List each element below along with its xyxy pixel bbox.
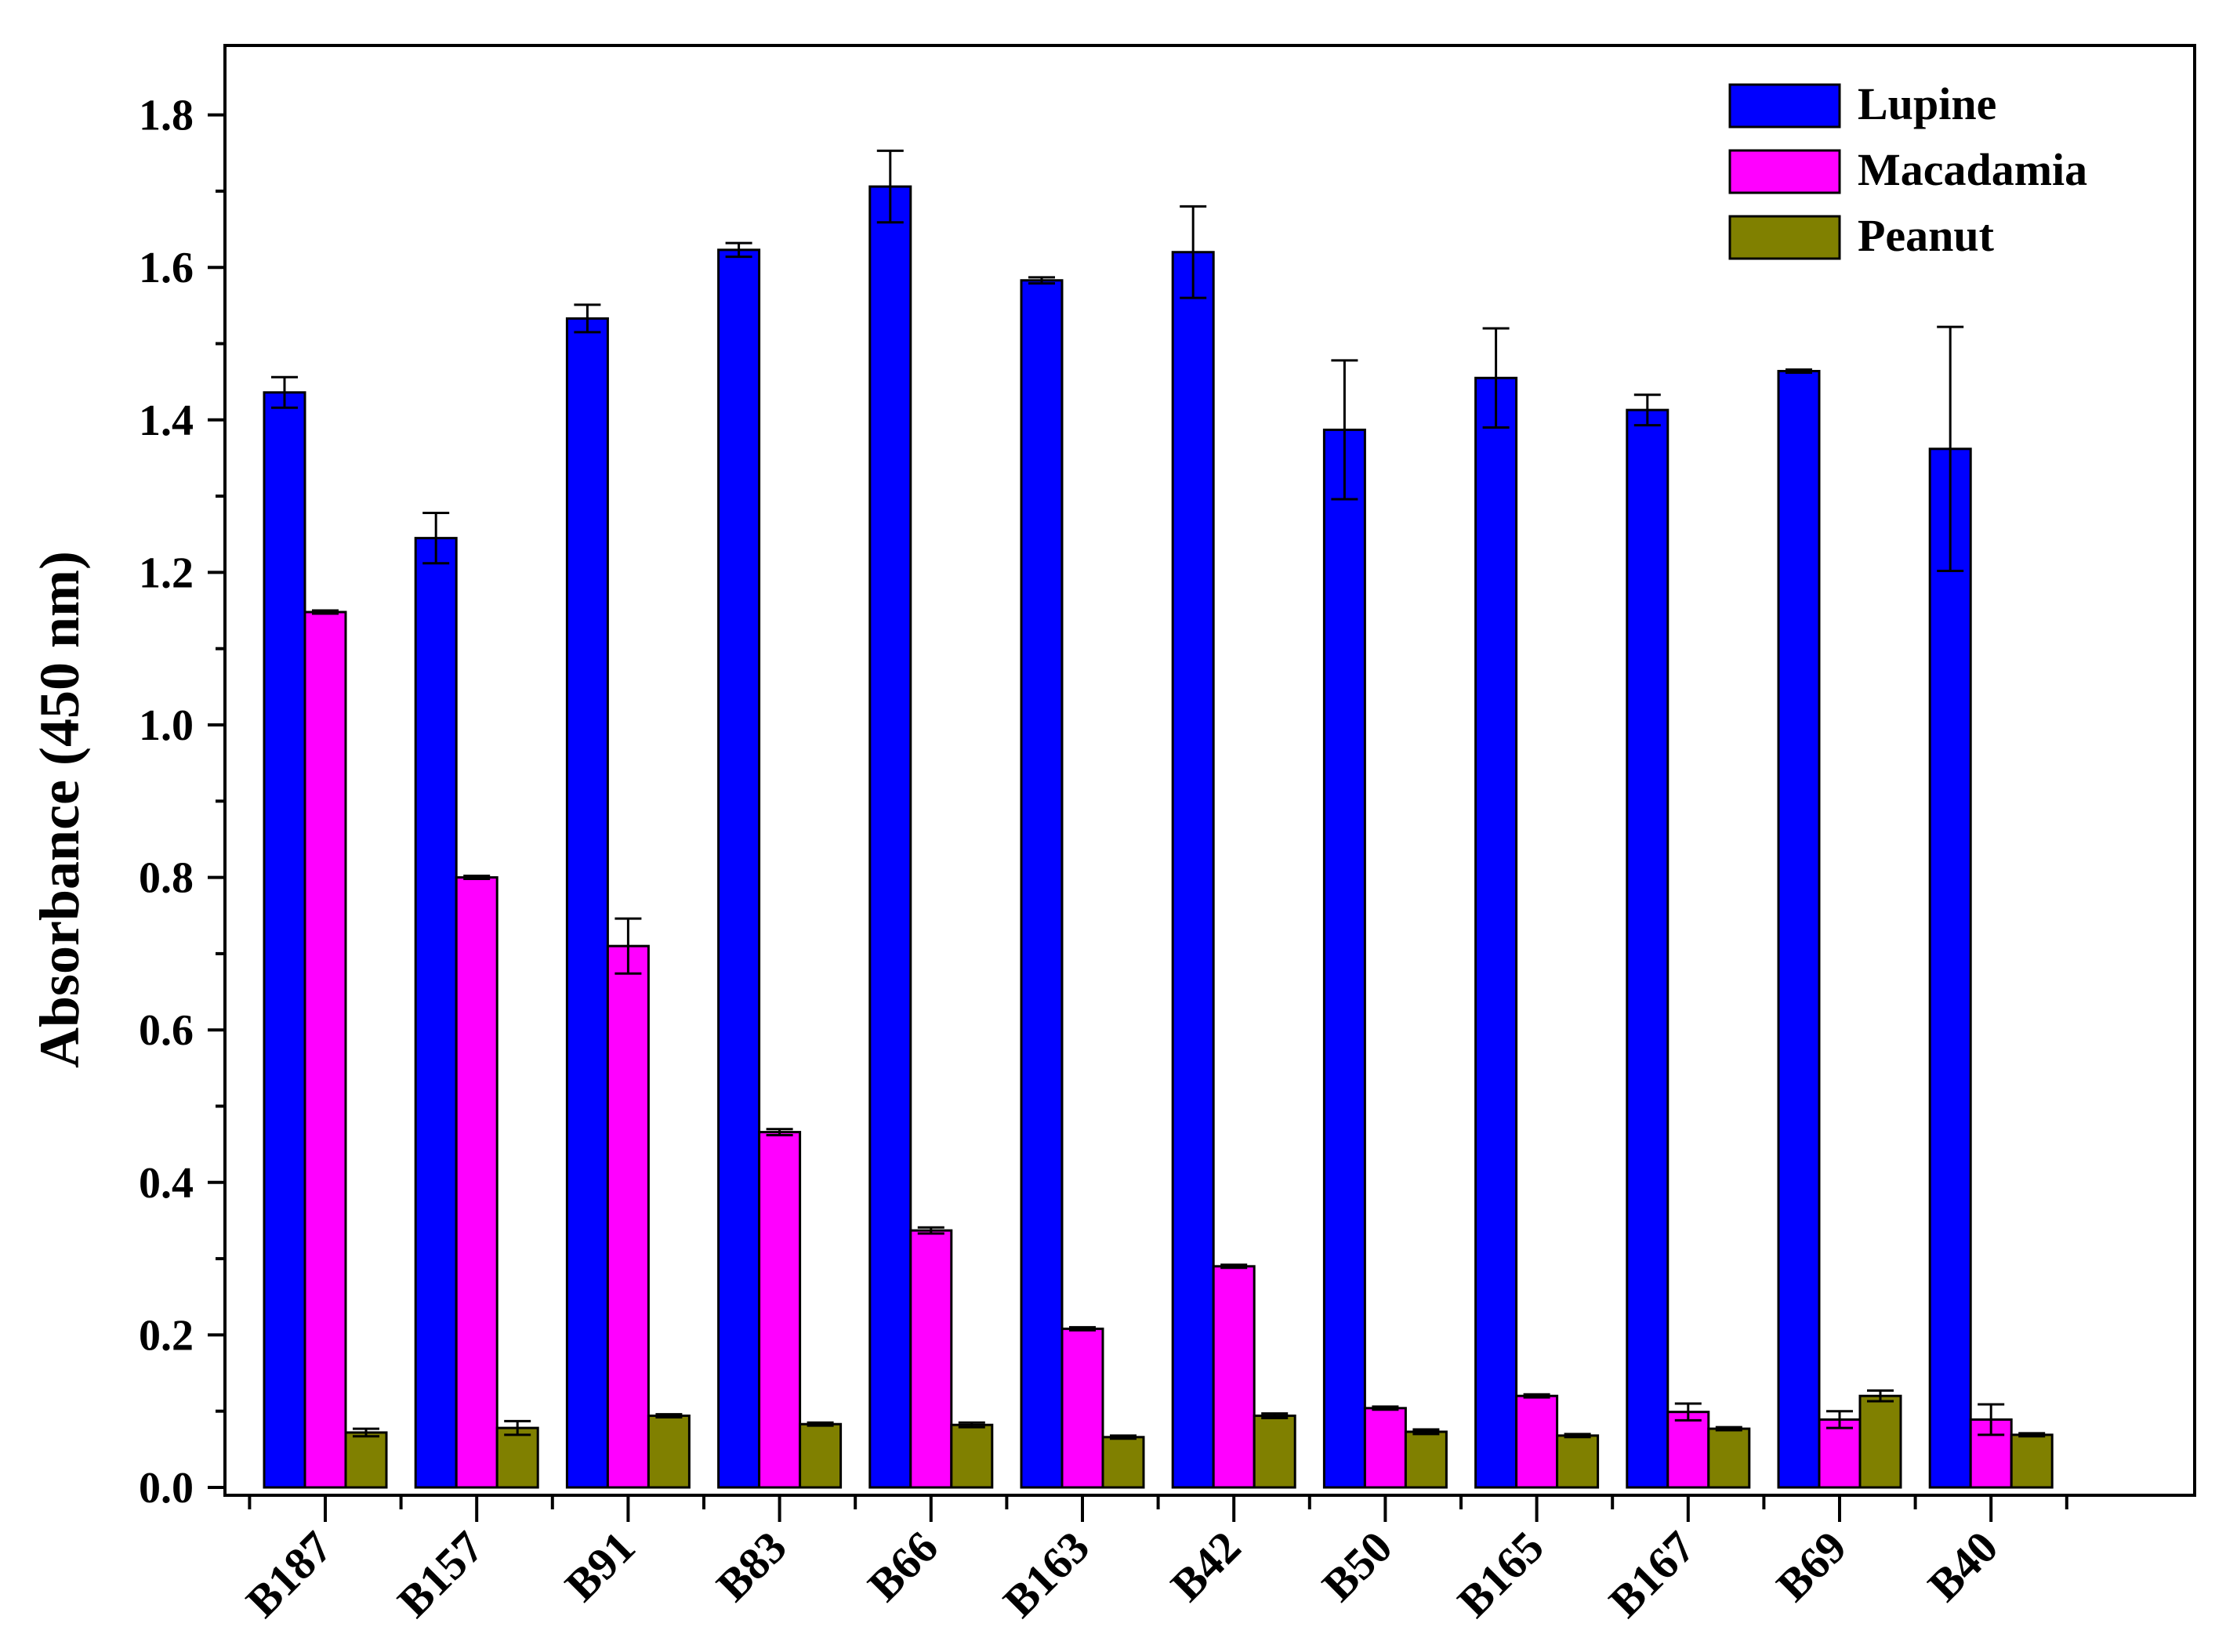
bar-macadamia-b167	[1666, 1411, 1710, 1489]
bar-macadamia-b157	[455, 876, 498, 1489]
legend-swatch-macadamia	[1728, 149, 1841, 194]
bar-lupine-b157	[414, 537, 458, 1489]
bar-lupine-b50	[1322, 428, 1366, 1489]
x-tick-label: B40	[1918, 1521, 2007, 1610]
bar-lupine-b165	[1474, 376, 1518, 1489]
plot-frame	[223, 44, 2196, 1497]
bar-lupine-b163	[1020, 279, 1064, 1489]
bars-layer	[263, 185, 2054, 1489]
x-tick-label: B42	[1161, 1521, 1250, 1610]
bar-peanut-b69	[1858, 1394, 1902, 1489]
bar-lupine-b69	[1777, 370, 1821, 1489]
bar-macadamia-b50	[1363, 1407, 1407, 1489]
x-tick-label: B157	[388, 1521, 494, 1627]
bar-macadamia-b91	[606, 944, 650, 1489]
bar-peanut-b83	[799, 1422, 843, 1489]
bar-lupine-b42	[1171, 251, 1215, 1489]
legend-label-lupine: Lupine	[1858, 78, 1996, 129]
bar-peanut-b165	[1556, 1434, 1600, 1489]
bar-macadamia-b187	[303, 610, 347, 1489]
x-tick-label: B165	[1448, 1521, 1553, 1627]
bar-lupine-b167	[1626, 408, 1670, 1489]
bar-lupine-b40	[1928, 447, 1972, 1489]
bar-macadamia-b69	[1818, 1418, 1862, 1489]
x-tick-label: B187	[236, 1521, 342, 1627]
bar-macadamia-b66	[909, 1229, 953, 1489]
y-tick-label: 1.4	[139, 397, 194, 445]
error-bars-layer	[271, 149, 2046, 1440]
bar-macadamia-b83	[758, 1131, 802, 1489]
legend-label-macadamia: Macadamia	[1858, 144, 2087, 195]
y-tick-label: 0.8	[139, 854, 194, 903]
bar-peanut-b163	[1101, 1436, 1145, 1489]
x-tick-label: B50	[1312, 1521, 1401, 1610]
bar-peanut-b187	[344, 1431, 388, 1489]
y-tick-label: 1.2	[139, 549, 194, 597]
bar-peanut-b91	[647, 1415, 691, 1489]
bar-lupine-b66	[868, 185, 912, 1489]
bar-macadamia-b163	[1060, 1328, 1104, 1489]
x-tick-label: B167	[1599, 1521, 1705, 1627]
plot-border	[223, 44, 2196, 1497]
y-tick-label: 0.0	[139, 1464, 194, 1513]
y-tick-label: 1.0	[139, 701, 194, 750]
x-tick-label: B163	[993, 1521, 1099, 1627]
bar-lupine-b187	[263, 391, 306, 1489]
x-tick-label: B91	[555, 1521, 644, 1610]
legend: Lupine Macadamia Peanut	[1728, 78, 2087, 261]
bar-peanut-b66	[950, 1423, 994, 1489]
x-tick-label: B69	[1767, 1521, 1856, 1610]
bar-macadamia-b165	[1515, 1394, 1559, 1489]
x-tick-label: B83	[706, 1521, 796, 1610]
y-tick-label: 0.4	[139, 1159, 194, 1208]
legend-label-peanut: Peanut	[1858, 210, 1995, 261]
y-tick-label: 0.2	[139, 1311, 194, 1360]
bar-peanut-b50	[1404, 1430, 1448, 1489]
bar-peanut-b167	[1707, 1427, 1751, 1489]
y-tick-label: 1.8	[139, 92, 194, 140]
bar-peanut-b40	[2010, 1433, 2054, 1489]
bar-peanut-b42	[1253, 1415, 1296, 1489]
y-tick-label: 1.6	[139, 244, 194, 292]
bar-macadamia-b42	[1212, 1265, 1256, 1489]
y-axis: 0.0 0.2 0.4 0.6 0.8 1.0 1.2 1.4 1.6 1.8	[139, 92, 225, 1513]
bar-lupine-b83	[717, 248, 761, 1489]
y-axis-title: Absorbance (450 nm)	[28, 551, 91, 1068]
bar-lupine-b91	[565, 317, 609, 1489]
legend-swatch-lupine	[1728, 83, 1841, 129]
legend-swatch-peanut	[1728, 215, 1841, 260]
x-tick-label: B66	[858, 1521, 948, 1610]
y-tick-label: 0.6	[139, 1006, 194, 1055]
x-axis: B187 B157 B91 B83 B66 B163 B42 B50 B165 B167 B69 B4…	[236, 1495, 2068, 1627]
bar-peanut-b157	[495, 1426, 539, 1489]
